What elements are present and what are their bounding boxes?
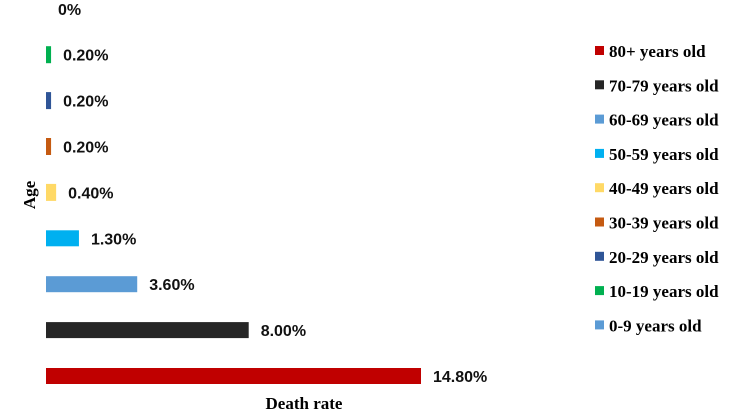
legend-label: 40-49 years old (609, 179, 719, 198)
data-label-70-79-years-old: 8.00% (261, 323, 306, 340)
data-labels-group: 0% 0.20% 0.20% 0.20% 0.40% 1.30% 3.60% 8.00% 14.… (58, 2, 487, 386)
legend-label: 0-9 years old (609, 316, 702, 335)
bar-50-59-years-old (46, 230, 79, 247)
legend-swatch (595, 286, 604, 296)
y-axis-title: Age (20, 180, 39, 209)
data-label-50-59-years-old: 1.30% (91, 231, 136, 248)
legend: 80+ years old 70-79 years old 60-69 years … (595, 42, 719, 335)
legend-swatch (595, 46, 604, 55)
legend-label: 50-59 years old (609, 145, 719, 164)
legend-swatch (595, 320, 604, 330)
bar-70-79-years-old (46, 322, 249, 339)
x-axis-title: Death rate (266, 394, 343, 413)
data-label-80-years-old: 14.80% (433, 369, 487, 386)
legend-label: 60-69 years old (609, 111, 719, 130)
data-label-40-49-years-old: 0.40% (68, 185, 113, 202)
legend-label: 30-39 years old (609, 214, 719, 233)
data-label-30-39-years-old: 0.20% (63, 140, 108, 157)
legend-label: 10-19 years old (609, 282, 719, 301)
bar-30-39-years-old (46, 138, 52, 155)
legend-swatch (595, 148, 604, 158)
data-label-20-29-years-old: 0.20% (63, 94, 108, 111)
bar-60-69-years-old (46, 276, 138, 293)
legend-label: 70-79 years old (609, 76, 719, 95)
legend-swatch (595, 251, 604, 261)
legend-label: 20-29 years old (609, 248, 719, 267)
data-label-60-69-years-old: 3.60% (149, 277, 194, 294)
bar-40-49-years-old (46, 183, 57, 201)
legend-swatch (595, 80, 604, 90)
data-label-10-19-years-old: 0.20% (63, 48, 108, 65)
bars-group (46, 46, 421, 384)
bar-10-19-years-old (46, 46, 52, 64)
bar-80-years-old (46, 368, 421, 384)
data-label-0-9-years-old: 0% (58, 2, 81, 19)
legend-swatch (595, 114, 604, 124)
legend-swatch (595, 183, 604, 193)
legend-swatch (595, 217, 604, 227)
legend-label: 80+ years old (609, 42, 706, 61)
bar-20-29-years-old (46, 92, 52, 110)
